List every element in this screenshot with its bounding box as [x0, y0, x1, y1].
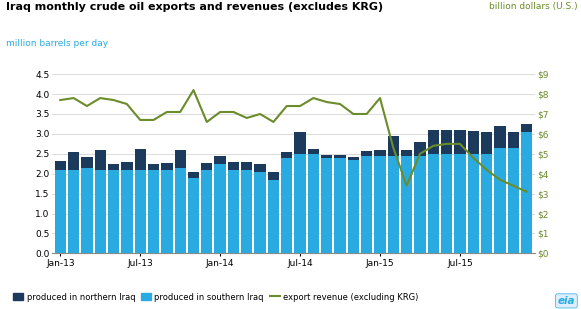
Bar — [95, 170, 106, 253]
Bar — [95, 150, 106, 170]
Bar — [108, 170, 119, 253]
Bar — [468, 131, 479, 154]
Bar — [335, 154, 346, 158]
Bar — [494, 126, 505, 148]
Bar — [161, 163, 173, 170]
Text: billion dollars (U.S.): billion dollars (U.S.) — [489, 2, 578, 11]
Bar — [188, 172, 199, 178]
Bar — [454, 154, 465, 253]
Bar — [121, 162, 132, 170]
Bar — [481, 154, 492, 253]
Bar — [148, 170, 159, 253]
Bar — [494, 148, 505, 253]
Bar — [55, 161, 66, 170]
Bar — [55, 170, 66, 253]
Bar — [508, 148, 519, 253]
Bar — [161, 170, 173, 253]
Bar — [361, 151, 372, 156]
Bar — [188, 178, 199, 253]
Bar — [201, 170, 213, 253]
Bar — [321, 158, 332, 253]
Bar — [388, 156, 399, 253]
Bar — [174, 150, 186, 168]
Bar — [414, 156, 426, 253]
Bar — [321, 154, 332, 158]
Bar — [295, 132, 306, 154]
Bar — [508, 132, 519, 148]
Text: million barrels per day: million barrels per day — [6, 39, 108, 48]
Bar — [428, 154, 439, 253]
Bar — [441, 130, 452, 154]
Bar — [281, 158, 292, 253]
Bar — [214, 156, 226, 164]
Bar — [481, 132, 492, 154]
Bar — [401, 156, 413, 253]
Bar — [374, 150, 386, 156]
Bar — [254, 172, 266, 253]
Bar — [201, 163, 213, 170]
Bar — [81, 168, 92, 253]
Bar — [228, 170, 239, 253]
Bar — [108, 164, 119, 170]
Bar — [68, 170, 79, 253]
Bar — [521, 132, 532, 253]
Bar — [135, 170, 146, 253]
Bar — [241, 162, 252, 170]
Legend: produced in northern Iraq, produced in southern Iraq, export revenue (excluding : produced in northern Iraq, produced in s… — [10, 289, 422, 305]
Bar — [335, 158, 346, 253]
Bar — [428, 130, 439, 154]
Bar — [214, 164, 226, 253]
Bar — [135, 149, 146, 170]
Bar — [241, 170, 252, 253]
Bar — [268, 180, 279, 253]
Bar — [361, 156, 372, 253]
Bar — [148, 164, 159, 170]
Bar — [454, 130, 465, 154]
Text: Iraq monthly crude oil exports and revenues (excludes KRG): Iraq monthly crude oil exports and reven… — [6, 2, 383, 11]
Bar — [308, 149, 319, 154]
Bar — [414, 142, 426, 156]
Bar — [388, 136, 399, 156]
Text: eia: eia — [558, 296, 575, 306]
Bar — [347, 160, 359, 253]
Bar — [174, 168, 186, 253]
Bar — [347, 157, 359, 160]
Bar — [374, 156, 386, 253]
Bar — [521, 124, 532, 132]
Bar — [308, 154, 319, 253]
Bar — [121, 170, 132, 253]
Bar — [468, 154, 479, 253]
Bar — [401, 150, 413, 156]
Bar — [441, 154, 452, 253]
Bar — [295, 154, 306, 253]
Bar — [268, 172, 279, 180]
Bar — [81, 157, 92, 168]
Bar — [228, 162, 239, 170]
Bar — [68, 152, 79, 170]
Bar — [254, 164, 266, 172]
Bar — [281, 152, 292, 158]
